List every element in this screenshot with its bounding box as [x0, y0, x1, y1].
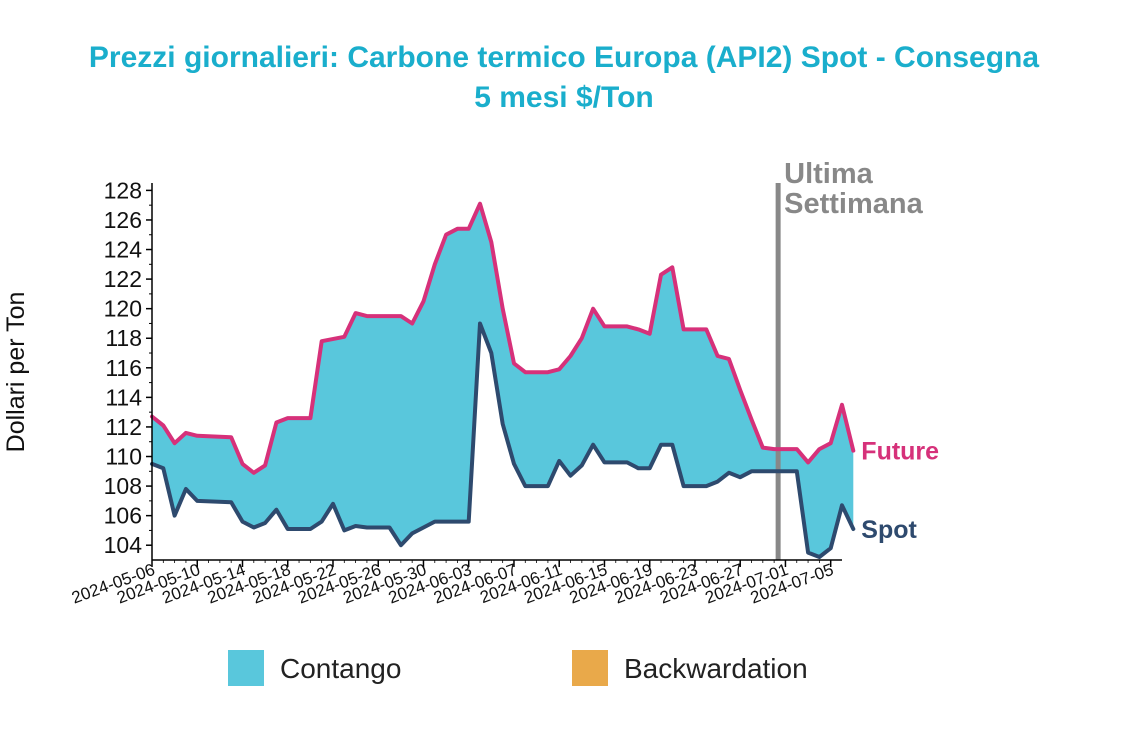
y-tick-label: 112	[105, 414, 142, 440]
legend-swatch-backwardation	[572, 650, 608, 686]
y-tick-label: 108	[104, 473, 142, 499]
series-label-future: Future	[861, 438, 939, 466]
contango-area-layer	[152, 203, 854, 557]
y-tick-label: 110	[105, 444, 142, 470]
chart-title: Prezzi giornalieri: Carbone termico Euro…	[0, 38, 1128, 118]
y-tick-label: 122	[104, 266, 142, 292]
y-axis-label: Dollari per Ton	[2, 292, 30, 453]
y-tick-label: 114	[105, 384, 142, 410]
series-label-spot: Spot	[861, 516, 917, 544]
y-tick-label: 120	[104, 296, 142, 322]
legend-label-backwardation: Backwardation	[624, 653, 808, 684]
series-line-spot	[150, 321, 856, 559]
contango-area	[152, 203, 854, 557]
series-labels-layer: Future Spot	[861, 438, 939, 544]
chart-title-line1: Prezzi giornalieri: Carbone termico Euro…	[88, 41, 1040, 74]
series-lines-layer	[150, 201, 856, 559]
y-tick-label: 118	[105, 325, 142, 351]
legend-label-contango: Contango	[280, 653, 401, 684]
series-line-future	[150, 201, 856, 475]
y-tick-label: 124	[104, 237, 143, 263]
y-tick-label: 106	[104, 503, 142, 529]
y-tick-label: 126	[104, 207, 142, 233]
y-tick-label: 116	[105, 355, 142, 381]
last-week-label-line2: Settimana	[784, 188, 923, 220]
last-week-label-line1: Ultima	[784, 158, 874, 190]
y-tick-label: 128	[104, 177, 142, 203]
legend: Contango Backwardation	[228, 650, 808, 686]
y-tick-label: 104	[104, 532, 143, 558]
chart-title-line2: 5 mesi $/Ton	[474, 81, 654, 114]
legend-swatch-contango	[228, 650, 264, 686]
